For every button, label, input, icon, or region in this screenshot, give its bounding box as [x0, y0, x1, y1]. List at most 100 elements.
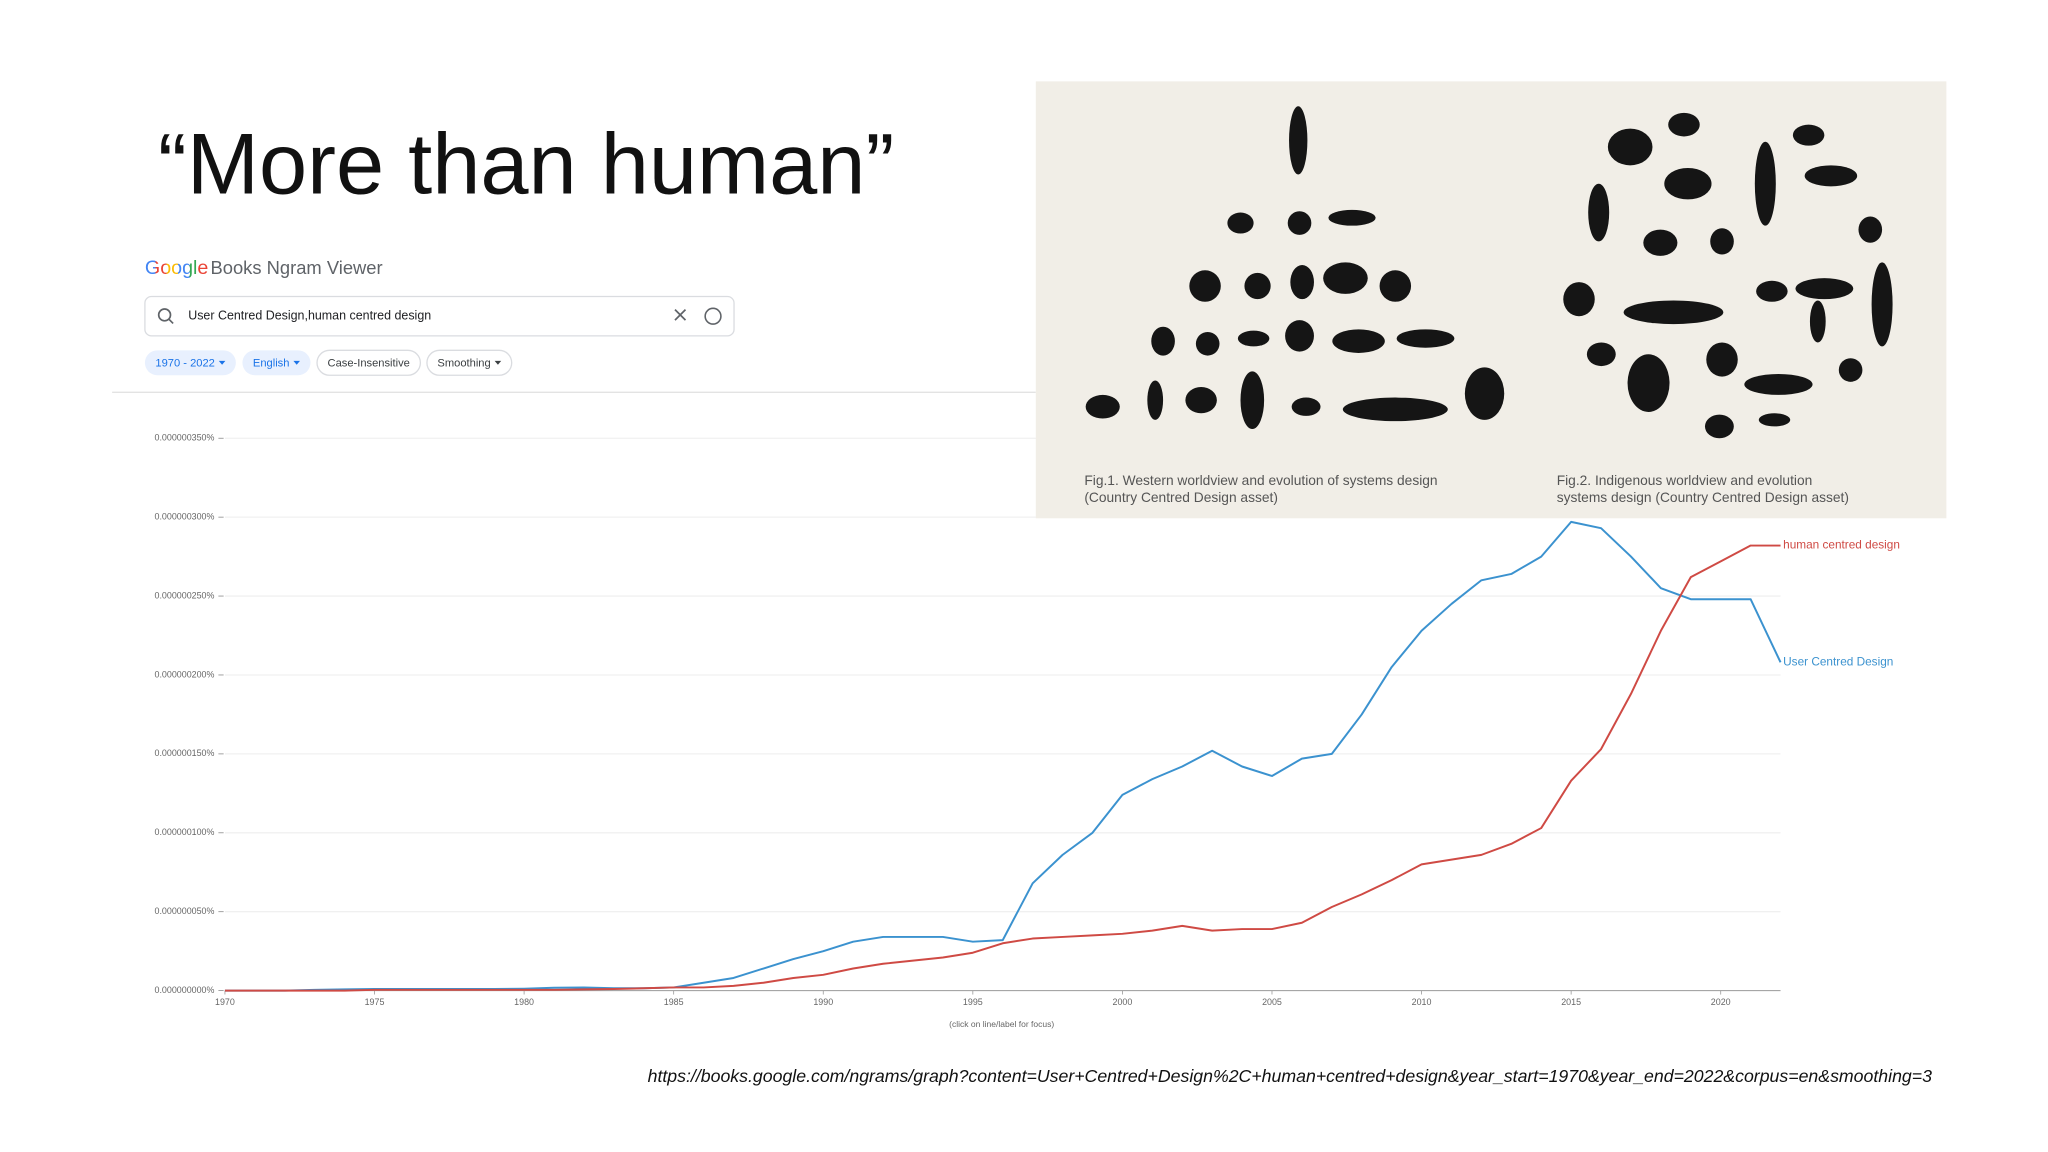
chip-label: 1970 - 2022: [155, 357, 214, 369]
y-tick-label: 0.000000250%: [155, 590, 215, 600]
slide-title: “More than human”: [158, 116, 894, 212]
figure: Fig.1. Western worldview and evolution o…: [1035, 81, 1947, 519]
silhouette: [1710, 228, 1734, 255]
y-tick-label: 0.000000350%: [155, 433, 215, 443]
caption: Fig.1. Western worldview and evolution o…: [1084, 473, 1437, 488]
silhouette: [1227, 212, 1254, 234]
y-tick-label: 0.000000000%: [155, 985, 215, 995]
silhouette: [1858, 216, 1883, 243]
x-tick-label: 2005: [1262, 997, 1282, 1007]
chart-hint: (click on line/label for focus): [949, 1019, 1054, 1029]
silhouette: [1744, 373, 1813, 395]
dropdown-arrow: [293, 360, 300, 365]
help-button[interactable]: [704, 307, 722, 325]
series-label: User Centred Design: [1783, 654, 1893, 668]
silhouette: [1285, 320, 1314, 352]
chip-label: Smoothing: [437, 357, 490, 369]
silhouette: [1563, 282, 1595, 317]
search-query: User Centred Design,human centred design: [188, 309, 431, 323]
y-tick-label: 0.000000050%: [155, 906, 215, 916]
silhouette: [1085, 394, 1120, 419]
dropdown-arrow: [494, 360, 502, 365]
search-icon: [157, 308, 172, 322]
x-tick-label: 1990: [813, 997, 833, 1007]
silhouette: [1754, 141, 1776, 226]
silhouette: [1244, 272, 1271, 300]
silhouette: [1287, 211, 1312, 235]
y-tick-label: 0.000000300%: [155, 512, 215, 522]
chip-box: [242, 350, 311, 376]
silhouette: [1289, 106, 1308, 175]
silhouette: [1290, 265, 1314, 300]
x-tick-label: 1980: [514, 997, 534, 1007]
silhouette: [1323, 262, 1368, 294]
chip-box: [426, 349, 513, 376]
figure-background: [1035, 81, 1947, 519]
silhouette: [1332, 329, 1385, 353]
x-tick-label: 2010: [1412, 997, 1432, 1007]
silhouette: [1185, 387, 1217, 414]
silhouette: [1240, 371, 1265, 430]
dropdown-arrow: [218, 360, 226, 365]
silhouette: [1607, 128, 1653, 166]
series-line: [224, 544, 1781, 992]
x-tick-label: 1975: [365, 997, 385, 1007]
google-logo: Google: [145, 257, 208, 279]
chip[interactable]: Case-Insensitive: [316, 349, 422, 376]
chip-box: [316, 349, 422, 376]
silhouette: [1396, 329, 1455, 348]
chip[interactable]: English: [242, 350, 311, 376]
silhouette: [1189, 270, 1221, 302]
silhouette: [1328, 209, 1376, 226]
silhouette: [1792, 124, 1825, 146]
silhouette: [1237, 330, 1270, 347]
clear-button[interactable]: [674, 309, 687, 321]
x-tick-label: 1970: [215, 997, 235, 1007]
y-tick-label: 0.000000150%: [155, 748, 215, 758]
silhouette: [1664, 167, 1712, 200]
silhouette: [1643, 229, 1678, 256]
silhouette: [1195, 331, 1220, 356]
silhouette: [1586, 342, 1616, 367]
chart: 0.000000000% 0.000000050% 0.000000100% 0.00…: [155, 433, 1782, 1007]
source-url[interactable]: https://books.google.com/ngrams/graph?co…: [648, 1066, 1932, 1086]
silhouette: [1704, 414, 1734, 439]
silhouettes: [1085, 106, 1893, 439]
silhouette: [1464, 367, 1505, 420]
silhouette: [1871, 262, 1893, 347]
chip-label: English: [253, 357, 290, 369]
x-tick-label: 2015: [1561, 997, 1581, 1007]
chip[interactable]: 1970 - 2022: [144, 350, 236, 376]
chip-label: Case-Insensitive: [328, 357, 410, 369]
silhouette: [1623, 300, 1724, 325]
silhouette: [1627, 354, 1670, 412]
y-tick-label: 0.000000100%: [155, 827, 215, 837]
x-tick-label: 2000: [1112, 997, 1132, 1007]
chip-box: [144, 350, 236, 376]
silhouette: [1756, 280, 1788, 302]
series-label: human centred design: [1783, 538, 1900, 552]
silhouette: [1151, 326, 1175, 356]
caption: (Country Centred Design asset): [1084, 490, 1278, 505]
chip[interactable]: Smoothing: [426, 349, 513, 376]
silhouette: [1291, 397, 1321, 416]
x-tick-label: 2020: [1711, 997, 1731, 1007]
caption: systems design (Country Centred Design a…: [1557, 490, 1849, 505]
silhouette: [1804, 165, 1858, 187]
caption: Fig.2. Indigenous worldview and evolutio…: [1557, 473, 1813, 488]
search-box[interactable]: [144, 295, 735, 337]
silhouette: [1379, 270, 1412, 302]
silhouette: [1668, 112, 1700, 137]
search-icon: [167, 318, 174, 325]
product-name: Books Ngram Viewer: [211, 257, 383, 278]
x-tick-label: 1995: [963, 997, 983, 1007]
y-tick-label: 0.000000200%: [155, 669, 215, 679]
silhouette: [1838, 358, 1863, 382]
x-tick-label: 1985: [664, 997, 684, 1007]
silhouette: [1758, 413, 1791, 427]
silhouette: [1809, 300, 1826, 343]
chips: 1970 - 2022 English Case-Insensitive Smooth…: [144, 349, 513, 376]
silhouette: [1147, 380, 1164, 420]
